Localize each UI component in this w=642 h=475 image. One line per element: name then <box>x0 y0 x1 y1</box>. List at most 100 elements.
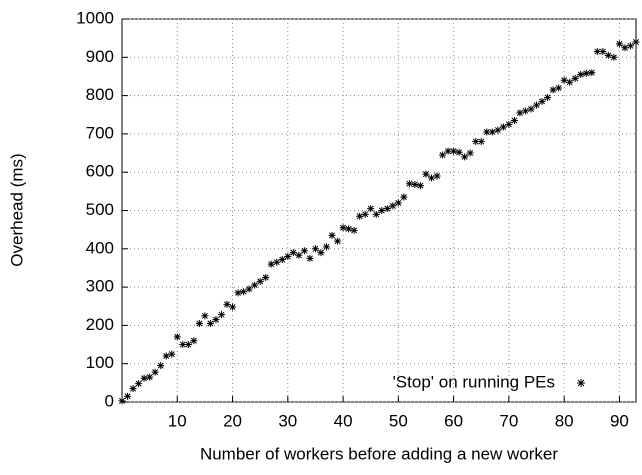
point <box>483 128 491 136</box>
point <box>455 148 463 156</box>
point <box>267 260 275 268</box>
point <box>350 226 358 234</box>
y-tick-label: 0 <box>105 391 114 410</box>
point <box>632 38 640 46</box>
point <box>135 380 143 388</box>
point <box>439 151 447 159</box>
point <box>206 319 214 327</box>
point <box>405 180 413 188</box>
point <box>538 97 546 105</box>
y-tick-label: 500 <box>86 200 114 219</box>
x-tick-label: 80 <box>555 411 574 430</box>
point <box>472 138 480 146</box>
point <box>444 147 452 155</box>
point <box>505 120 513 128</box>
point <box>317 249 325 257</box>
point <box>273 258 281 266</box>
point <box>361 210 369 218</box>
point <box>129 385 137 393</box>
point <box>621 44 629 52</box>
point <box>278 256 286 264</box>
y-tick-label: 800 <box>86 85 114 104</box>
point <box>411 180 419 188</box>
point <box>212 316 220 324</box>
point <box>549 86 557 94</box>
point <box>179 341 187 349</box>
point <box>311 245 319 253</box>
x-tick-label: 10 <box>168 411 187 430</box>
point <box>367 205 375 213</box>
point <box>488 128 496 136</box>
point <box>223 300 231 308</box>
point <box>234 289 242 297</box>
point <box>544 94 552 102</box>
point <box>433 172 441 180</box>
point <box>593 48 601 56</box>
point <box>450 147 458 155</box>
point <box>566 78 574 86</box>
point <box>339 224 347 232</box>
y-tick-label: 400 <box>86 238 114 257</box>
point <box>428 174 436 182</box>
point <box>306 254 314 262</box>
point <box>184 341 192 349</box>
point <box>173 333 181 341</box>
x-tick-label: 70 <box>499 411 518 430</box>
point <box>245 285 253 293</box>
point <box>356 212 364 220</box>
point <box>345 225 353 233</box>
point <box>251 281 259 289</box>
y-tick-label: 600 <box>86 162 114 181</box>
point <box>284 252 292 260</box>
point <box>610 53 618 61</box>
point <box>615 40 623 48</box>
x-tick-label: 60 <box>444 411 463 430</box>
point <box>240 288 248 296</box>
point <box>527 105 535 113</box>
point <box>229 303 237 311</box>
point <box>300 247 308 255</box>
point <box>190 337 198 345</box>
point <box>560 76 568 84</box>
point <box>626 42 634 50</box>
point <box>168 350 176 358</box>
point <box>466 149 474 157</box>
point <box>146 373 154 381</box>
point <box>322 243 330 251</box>
point <box>195 319 203 327</box>
point <box>499 123 507 131</box>
point <box>157 362 165 370</box>
point <box>334 237 342 245</box>
point <box>372 210 380 218</box>
point <box>256 277 264 285</box>
point <box>400 193 408 201</box>
point <box>477 138 485 146</box>
point <box>461 153 469 161</box>
point <box>389 202 397 210</box>
point <box>494 126 502 134</box>
point <box>510 116 518 124</box>
point <box>582 69 590 77</box>
point <box>521 107 529 115</box>
point <box>289 249 297 257</box>
point <box>118 397 126 405</box>
point <box>555 84 563 92</box>
legend-label: 'Stop' on running PEs <box>393 372 555 391</box>
point <box>571 74 579 82</box>
x-tick-label: 50 <box>389 411 408 430</box>
point <box>378 207 386 214</box>
x-tick-label: 20 <box>223 411 242 430</box>
y-tick-label: 300 <box>86 277 114 296</box>
y-tick-label: 700 <box>86 123 114 142</box>
point <box>328 231 336 239</box>
point <box>162 352 170 360</box>
point <box>533 101 541 109</box>
point <box>295 251 303 259</box>
legend-marker <box>577 379 585 387</box>
point <box>416 182 424 190</box>
point <box>217 311 225 319</box>
y-tick-label: 900 <box>86 47 114 66</box>
point <box>140 374 148 382</box>
point <box>599 48 607 56</box>
